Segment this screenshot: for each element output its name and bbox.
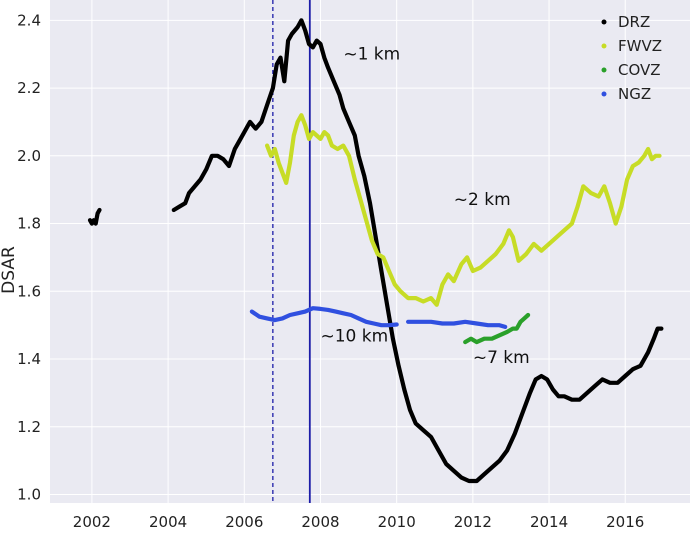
legend-marker-drz bbox=[601, 19, 607, 25]
annotation-label: ~10 km bbox=[320, 326, 388, 346]
annotation-layer: ~1 km ~2 km ~10 km ~7 km bbox=[320, 44, 529, 368]
series-line-fwvz bbox=[265, 113, 662, 307]
x-tick-label: 2010 bbox=[378, 513, 416, 531]
legend-marker-fwvz bbox=[601, 43, 607, 49]
y-tick-label: 1.8 bbox=[17, 215, 41, 233]
x-tick-label: 2014 bbox=[530, 513, 568, 531]
x-tick-label: 2016 bbox=[606, 513, 644, 531]
series-fwvz bbox=[265, 113, 662, 307]
tick-layer: 2002 2004 2006 2008 2010 2012 2014 2016 1.0 1.2 1.… bbox=[17, 11, 644, 531]
y-tick-label: 2.0 bbox=[17, 147, 41, 165]
annotation-label: ~7 km bbox=[473, 348, 530, 368]
x-tick-label: 2004 bbox=[149, 513, 187, 531]
grid-layer bbox=[50, 0, 690, 503]
legend-marker-ngz bbox=[601, 91, 607, 97]
annotation-label: ~1 km bbox=[343, 44, 400, 64]
annotation-label: ~2 km bbox=[454, 190, 511, 210]
series-ngz bbox=[249, 306, 508, 329]
vline-layer bbox=[272, 0, 311, 503]
x-tick-label: 2008 bbox=[301, 513, 339, 531]
x-tick-label: 2002 bbox=[73, 513, 111, 531]
series-line-drz bbox=[87, 207, 102, 226]
legend: DRZ FWVZ COVZ NGZ bbox=[601, 13, 662, 103]
y-tick-label: 1.0 bbox=[17, 486, 41, 504]
y-tick-label: 1.6 bbox=[17, 282, 41, 300]
series-covz bbox=[463, 312, 531, 345]
y-tick-label: 2.4 bbox=[17, 11, 41, 29]
series-line-ngz bbox=[249, 306, 399, 328]
legend-label-fwvz: FWVZ bbox=[618, 37, 662, 55]
series-line-ngz bbox=[406, 319, 508, 329]
x-tick-label: 2006 bbox=[225, 513, 263, 531]
x-tick-label: 2012 bbox=[454, 513, 492, 531]
series-line-covz bbox=[463, 312, 531, 345]
legend-label-ngz: NGZ bbox=[618, 85, 651, 103]
series-layer bbox=[87, 18, 664, 484]
y-tick-label: 2.2 bbox=[17, 79, 41, 97]
legend-label-drz: DRZ bbox=[618, 13, 650, 31]
y-tick-label: 1.4 bbox=[17, 350, 41, 368]
plot-background bbox=[50, 0, 690, 503]
legend-marker-covz bbox=[601, 67, 607, 73]
y-tick-label: 1.2 bbox=[17, 418, 41, 436]
legend-label-covz: COVZ bbox=[618, 61, 661, 79]
y-axis-label: DSAR bbox=[0, 246, 19, 294]
